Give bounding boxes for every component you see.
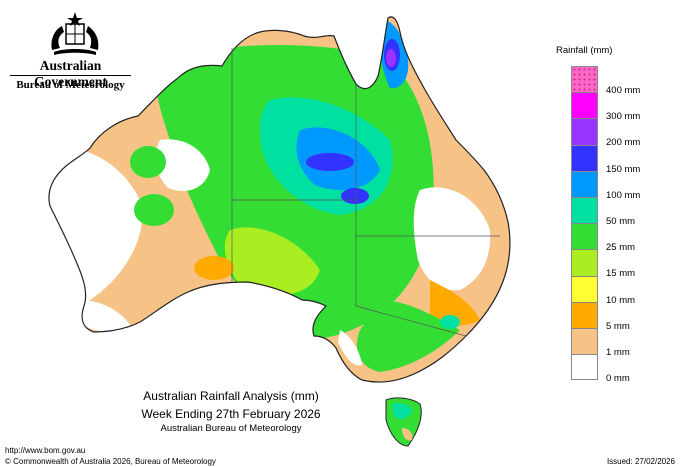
map-title-line2: Week Ending 27th February 2026 — [141, 407, 321, 421]
legend-swatch — [571, 223, 598, 250]
copyright-notice: © Commonwealth of Australia 2026, Bureau… — [5, 457, 216, 466]
legend-label: 300 mm — [606, 111, 641, 123]
rainfall-legend: 400 mm 300 mm 200 mm 150 mm 100 mm 50 mm 25 mm… — [571, 66, 680, 384]
bureau-name: Bureau of Meteorology — [16, 79, 125, 91]
legend-label: 0 mm — [606, 373, 630, 385]
legend-label: 200 mm — [606, 137, 641, 149]
legend-swatch — [571, 327, 598, 355]
legend-item: 0 mm — [571, 354, 680, 384]
divider — [10, 75, 131, 76]
legend-item: 5 mm — [571, 301, 680, 332]
legend-label: 25 mm — [606, 242, 636, 254]
legend-label: 150 mm — [606, 163, 641, 175]
legend-item: 1 mm — [571, 327, 680, 358]
legend-item: 100 mm — [571, 170, 680, 201]
legend-label: 1 mm — [606, 346, 630, 358]
legend-item: 50 mm — [571, 196, 680, 227]
legend-swatch — [571, 249, 598, 276]
map-subtitle: Australian Bureau of Meteorology — [160, 423, 302, 434]
legend-swatch — [571, 275, 598, 302]
legend-swatch — [571, 118, 598, 145]
legend-item: 300 mm — [571, 92, 680, 122]
legend-item: 15 mm — [571, 249, 680, 279]
legend-swatch — [571, 92, 598, 119]
legend-label: 50 mm — [606, 215, 636, 227]
issued-date: Issued: 27/02/2026 — [606, 457, 675, 466]
map-title-line1: Australian Rainfall Analysis (mm) — [143, 389, 319, 403]
legend-swatch — [571, 196, 598, 224]
legend-item: 25 mm — [571, 223, 680, 253]
legend-swatch — [571, 66, 598, 93]
website-link[interactable]: http://www.bom.gov.au — [5, 446, 86, 455]
legend-title: Rainfall (mm) — [556, 45, 613, 56]
legend-label: 15 mm — [606, 268, 636, 280]
legend-label: 400 mm — [606, 85, 641, 96]
legend-item: 400 mm — [571, 66, 680, 96]
map-title: Australian Rainfall Analysis (mm) Week E… — [121, 387, 341, 423]
legend-item: 200 mm — [571, 118, 680, 148]
legend-swatch — [571, 144, 598, 171]
legend-label: 10 mm — [606, 294, 636, 306]
legend-label: 100 mm — [606, 189, 641, 201]
legend-item: 10 mm — [571, 275, 680, 306]
government-name: Australian Government — [34, 58, 107, 89]
coat-of-arms-icon — [51, 12, 99, 55]
legend-swatch — [571, 170, 598, 197]
government-logo: Australian Government Bureau of Meteorol… — [8, 10, 133, 100]
legend-item: 150 mm — [571, 144, 680, 175]
legend-swatch — [571, 301, 598, 328]
legend-swatch — [571, 354, 598, 381]
legend-label: 5 mm — [606, 320, 630, 332]
